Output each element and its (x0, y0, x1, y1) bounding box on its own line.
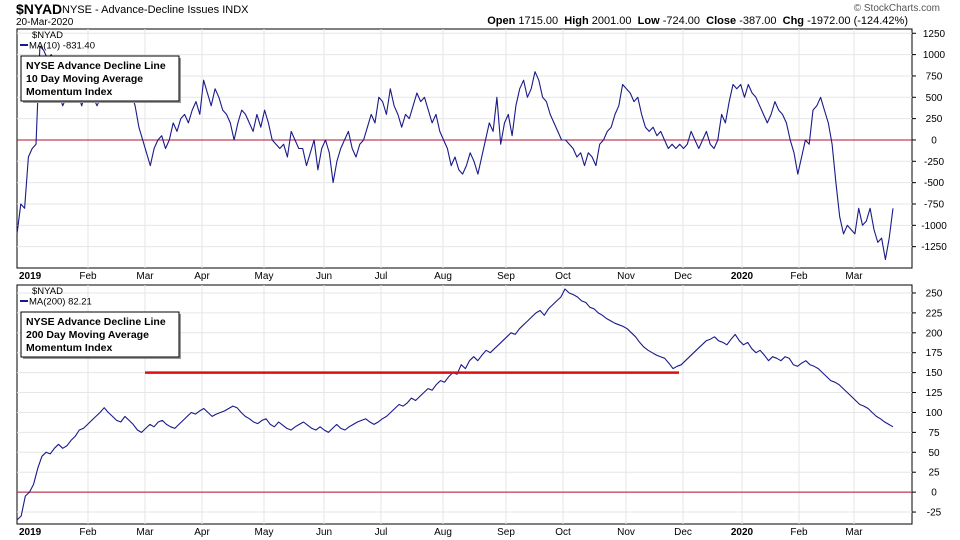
y-tick-label: 175 (926, 348, 943, 359)
y-tick-label: 250 (926, 288, 943, 299)
x-tick-label: Mar (136, 527, 154, 538)
annotation-line: NYSE Advance Decline Line (26, 60, 166, 72)
y-tick-label: 250 (926, 114, 943, 125)
annotation-box (20, 55, 180, 102)
y-tick-label: 75 (928, 428, 940, 439)
close-label: Close (706, 15, 737, 27)
chart-header: $NYAD NYSE - Advance-Decline Issues INDX… (0, 0, 960, 32)
x-tick-label: Feb (79, 527, 97, 538)
annotation-box (20, 311, 180, 358)
exchange-label: INDX (222, 4, 249, 16)
change-value: -1972.00 (-124.42%) (807, 15, 908, 27)
y-tick-label: 25 (928, 468, 940, 479)
x-tick-label: Jun (316, 271, 332, 282)
y-tick-label: 0 (931, 135, 937, 146)
x-tick-label: Oct (555, 271, 571, 282)
x-tick-label: 2020 (731, 527, 754, 538)
y-tick-label: -25 (927, 508, 942, 519)
x-tick-label: Dec (674, 527, 692, 538)
annotation-line: 10 Day Moving Average (26, 73, 143, 85)
x-tick-label: Nov (617, 527, 635, 538)
legend-series: MA(10) -831.40 (29, 41, 95, 52)
y-tick-label: 500 (926, 93, 943, 104)
y-tick-label: -750 (924, 199, 944, 210)
x-tick-label: Mar (136, 271, 154, 282)
watermark: © StockCharts.com (853, 3, 940, 14)
ticker-symbol: $NYAD (16, 1, 63, 17)
x-tick-label: Mar (845, 527, 863, 538)
y-tick-label: -250 (924, 157, 944, 168)
y-tick-label: 225 (926, 308, 943, 319)
annotation-line: Momentum Index (26, 342, 112, 354)
ohlc-readout: Open 1715.00 High 2001.00 Low -724.00 Cl… (487, 15, 908, 27)
y-tick-label: 50 (928, 448, 940, 459)
y-tick-label: 0 (931, 488, 937, 499)
annotation-line: NYSE Advance Decline Line (26, 316, 166, 328)
x-tick-label: 2019 (19, 271, 42, 282)
x-tick-label: 2019 (19, 527, 42, 538)
series-line (16, 45, 894, 261)
legend-symbol: $NYAD (32, 30, 63, 41)
x-tick-label: May (255, 271, 274, 282)
x-tick-label: Feb (79, 271, 97, 282)
low-value: -724.00 (662, 15, 701, 27)
high-label: High (564, 15, 589, 27)
x-tick-label: Feb (790, 527, 808, 538)
legend-series: MA(200) 82.21 (29, 297, 92, 308)
y-tick-label: 150 (926, 368, 943, 379)
open-value: 1715.00 (518, 15, 559, 27)
change-label: Chg (782, 15, 805, 27)
open-label: Open (487, 15, 516, 27)
x-tick-label: Nov (617, 271, 635, 282)
x-tick-label: Oct (555, 527, 571, 538)
x-tick-label: Apr (194, 271, 210, 282)
x-tick-label: Aug (434, 527, 452, 538)
security-name: NYSE - Advance-Decline Issues INDX (62, 4, 248, 16)
y-tick-label: 1250 (923, 29, 946, 40)
x-tick-label: May (255, 527, 274, 538)
legend-symbol: $NYAD (32, 286, 63, 297)
x-tick-label: Feb (790, 271, 808, 282)
x-tick-label: Mar (845, 271, 863, 282)
close-value: -387.00 (739, 15, 777, 27)
x-tick-label: Sep (497, 271, 515, 282)
x-tick-label: Jul (375, 527, 388, 538)
x-tick-label: Apr (194, 527, 210, 538)
x-tick-label: Jun (316, 527, 332, 538)
y-tick-label: -500 (924, 178, 944, 189)
x-tick-label: 2020 (731, 271, 754, 282)
y-tick-label: 200 (926, 328, 943, 339)
y-tick-label: -1000 (921, 221, 947, 232)
y-tick-label: 100 (926, 408, 943, 419)
annotation-line: 200 Day Moving Average (26, 329, 149, 341)
low-label: Low (637, 15, 660, 27)
security-description: NYSE - Advance-Decline Issues (62, 4, 220, 16)
x-tick-label: Dec (674, 271, 692, 282)
chart-date: 20-Mar-2020 (16, 17, 74, 28)
x-tick-label: Sep (497, 527, 515, 538)
y-tick-label: 125 (926, 388, 943, 399)
y-tick-label: 750 (926, 71, 943, 82)
annotation-line: Momentum Index (26, 86, 112, 98)
y-tick-label: 1000 (923, 50, 946, 61)
x-tick-label: Aug (434, 271, 452, 282)
high-value: 2001.00 (591, 15, 632, 27)
y-tick-label: -1250 (921, 242, 947, 253)
x-tick-label: Jul (375, 271, 388, 282)
